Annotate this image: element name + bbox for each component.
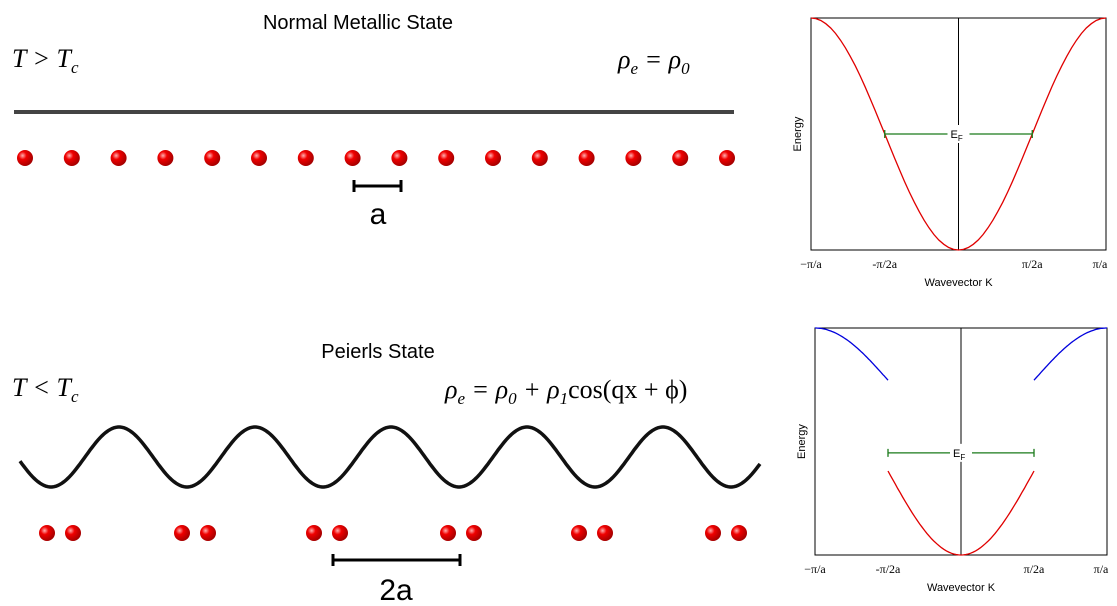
- density-wave: [18, 425, 762, 489]
- fermi-sub: F: [960, 453, 965, 462]
- atom: [39, 525, 55, 541]
- y-axis-label: Energy: [792, 116, 804, 151]
- eq-sub: e: [457, 389, 465, 408]
- eq-sub: 0: [681, 59, 690, 78]
- eq-part: ρ: [617, 45, 630, 74]
- band-plot: EF −π/a -π/2a π/2a π/a Wavevector K Energy: [792, 17, 1108, 289]
- band: [887, 470, 1035, 556]
- eq-part: cos(qx + ϕ): [568, 375, 687, 404]
- scale-bar: [352, 180, 403, 192]
- atom: [672, 150, 689, 166]
- atom: [466, 525, 482, 541]
- x-tick-label: π/a: [1093, 257, 1108, 271]
- normal-panel: Normal Metallic State T > Tc ρe = ρ0 a: [12, 12, 735, 231]
- x-tick-label: −π/a: [804, 562, 826, 576]
- scale-bar: [331, 554, 462, 566]
- spacing-label: 2a: [379, 574, 413, 606]
- atom: [200, 525, 216, 541]
- atom: [110, 150, 127, 166]
- band: [1033, 327, 1107, 381]
- band: [815, 327, 889, 381]
- atom: [440, 525, 456, 541]
- fermi-sub: F: [958, 134, 963, 143]
- x-tick-label: -π/2a: [876, 562, 901, 576]
- x-axis-label: Wavevector K: [927, 582, 996, 594]
- atom: [731, 525, 747, 541]
- band: [810, 17, 1107, 251]
- eq-sub: c: [71, 387, 79, 406]
- eq-part: T < T: [12, 373, 73, 402]
- atom: [65, 525, 81, 541]
- x-tick-label: π/a: [1094, 562, 1109, 576]
- atom: [17, 150, 33, 166]
- atoms: [17, 150, 735, 166]
- density: ρe = ρ0 + ρ1cos(qx + ϕ): [444, 375, 687, 408]
- eq-part: = ρ: [465, 375, 508, 404]
- eq-sub: 1: [560, 389, 569, 408]
- x-tick-label: -π/2a: [872, 257, 897, 271]
- atom: [251, 150, 267, 166]
- atom: [597, 525, 613, 541]
- atom: [174, 525, 190, 541]
- fermi-label: EF: [953, 448, 965, 462]
- x-tick-label: −π/a: [800, 257, 822, 271]
- title: Normal Metallic State: [263, 12, 453, 34]
- atom: [344, 150, 361, 166]
- atom: [438, 150, 455, 166]
- atom: [306, 525, 322, 541]
- atom: [485, 150, 501, 166]
- atom: [578, 150, 595, 166]
- fermi-label: EF: [951, 129, 963, 143]
- eq-sub: c: [71, 58, 79, 77]
- atom: [297, 150, 314, 166]
- atom: [625, 150, 642, 166]
- eq-part: = ρ: [638, 45, 681, 74]
- eq-part: ρ: [444, 375, 457, 404]
- label-bg: [947, 125, 970, 143]
- atom: [157, 150, 174, 166]
- density: ρe = ρ0: [617, 45, 690, 78]
- atom: [705, 525, 721, 541]
- eq-part: T > T: [12, 44, 73, 73]
- peierls-panel: Peierls State T < Tc ρe = ρ0 + ρ1cos(qx …: [12, 341, 762, 606]
- band-plot: EF −π/a -π/2a π/2a π/a Wavevector K Energy: [796, 327, 1109, 594]
- x-tick-label: π/2a: [1022, 257, 1043, 271]
- eq-sub: e: [630, 59, 638, 78]
- eq-sub: 0: [508, 389, 517, 408]
- eq-part: + ρ: [517, 375, 560, 404]
- label-bg: [950, 443, 972, 462]
- x-tick-label: π/2a: [1024, 562, 1045, 576]
- atom: [571, 525, 587, 541]
- fermi-e: E: [953, 448, 960, 460]
- atom: [63, 150, 80, 166]
- atom: [204, 150, 221, 166]
- title: Peierls State: [321, 341, 434, 363]
- condition: T > Tc: [12, 44, 79, 77]
- atom: [719, 150, 735, 166]
- y-axis-label: Energy: [796, 424, 808, 459]
- condition: T < Tc: [12, 373, 79, 406]
- atom: [531, 150, 548, 166]
- x-axis-label: Wavevector K: [924, 277, 993, 289]
- atom: [391, 150, 408, 166]
- atoms: [39, 525, 747, 541]
- fermi-e: E: [951, 129, 958, 141]
- spacing-label: a: [370, 198, 387, 231]
- atom: [332, 525, 348, 541]
